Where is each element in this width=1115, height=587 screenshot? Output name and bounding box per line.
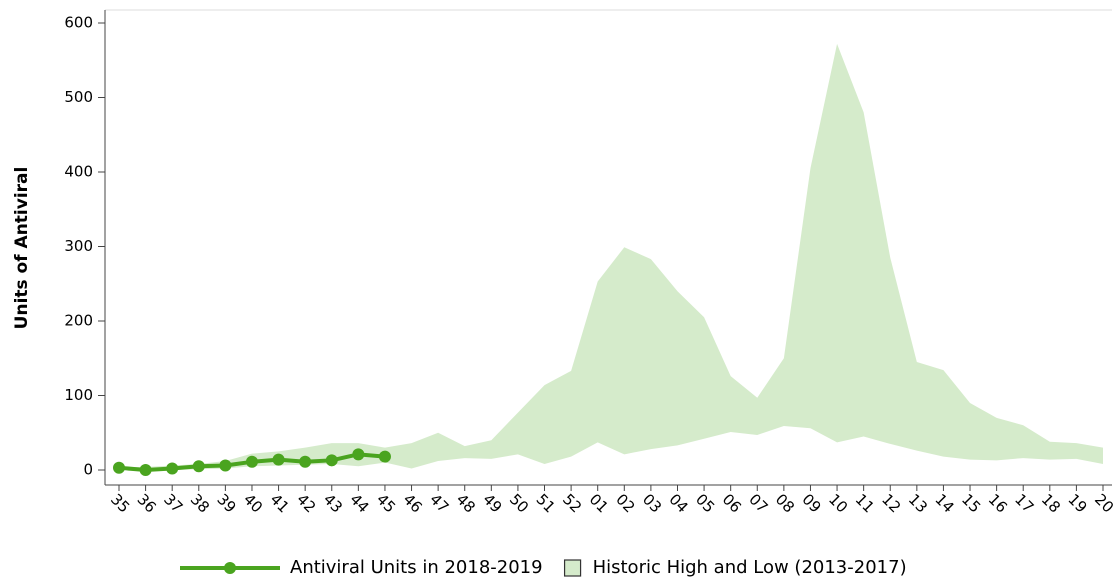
- x-tick-label: 40: [240, 490, 266, 516]
- series-point: [245, 455, 258, 468]
- legend-label: Historic High and Low (2013-2017): [593, 557, 907, 578]
- x-tick-label: 38: [187, 490, 213, 516]
- series-point: [139, 464, 152, 476]
- x-tick-label: 44: [346, 490, 372, 516]
- x-tick-label: 10: [825, 490, 851, 516]
- x-tick-label: 14: [931, 490, 957, 516]
- x-tick-label: 01: [586, 490, 612, 516]
- x-tick-label: 46: [400, 490, 426, 516]
- x-tick-label: 51: [533, 490, 559, 516]
- series-point: [192, 460, 205, 473]
- y-tick-label: 100: [64, 386, 93, 404]
- x-tick-label: 36: [134, 490, 160, 516]
- series-point: [272, 453, 285, 466]
- x-tick-label: 02: [612, 490, 638, 516]
- x-tick-label: 41: [267, 490, 293, 516]
- y-tick-label: 200: [64, 312, 93, 330]
- x-tick-label: 20: [1091, 490, 1115, 516]
- x-tick-label: 35: [107, 490, 133, 516]
- x-tick-label: 13: [905, 490, 931, 516]
- x-tick-label: 07: [745, 490, 771, 516]
- x-tick-label: 16: [985, 490, 1011, 516]
- x-tick-label: 15: [958, 490, 984, 516]
- x-tick-label: 03: [639, 490, 665, 516]
- y-tick-label: 300: [64, 237, 93, 255]
- x-tick-label: 08: [772, 490, 798, 516]
- x-tick-label: 04: [665, 490, 691, 516]
- x-tick-label: 12: [878, 490, 904, 516]
- x-tick-label: 37: [160, 490, 186, 516]
- legend-label: Antiviral Units in 2018-2019: [290, 557, 543, 578]
- x-tick-label: 17: [1011, 490, 1037, 516]
- x-tick-label: 18: [1038, 490, 1064, 516]
- series-point: [352, 448, 365, 461]
- x-tick-label: 48: [453, 490, 479, 516]
- y-tick-label: 600: [64, 14, 93, 32]
- y-tick-label: 400: [64, 163, 93, 181]
- series-point: [378, 450, 391, 463]
- series-point: [166, 462, 179, 475]
- x-tick-label: 42: [293, 490, 319, 516]
- x-tick-label: 11: [852, 490, 878, 516]
- y-axis-title: Units of Antiviral: [12, 167, 32, 330]
- x-tick-label: 47: [426, 490, 452, 516]
- x-tick-label: 06: [719, 490, 745, 516]
- x-tick-label: 49: [479, 490, 505, 516]
- x-tick-label: 52: [559, 490, 585, 516]
- high-low-band: [119, 43, 1103, 471]
- x-tick-label: 05: [692, 490, 718, 516]
- legend-marker: [224, 562, 236, 574]
- x-tick-label: 43: [320, 490, 346, 516]
- series-point: [299, 455, 312, 468]
- x-tick-label: 19: [1064, 490, 1090, 516]
- legend-swatch: [563, 559, 582, 577]
- x-tick-label: 50: [506, 490, 532, 516]
- x-tick-label: 45: [373, 490, 399, 516]
- y-tick-label: 500: [64, 88, 93, 106]
- series-point: [325, 454, 338, 467]
- series-point: [113, 461, 125, 474]
- x-tick-label: 39: [213, 490, 239, 516]
- x-tick-label: 09: [798, 490, 824, 516]
- series-point: [219, 459, 232, 472]
- y-tick-label: 0: [83, 461, 93, 479]
